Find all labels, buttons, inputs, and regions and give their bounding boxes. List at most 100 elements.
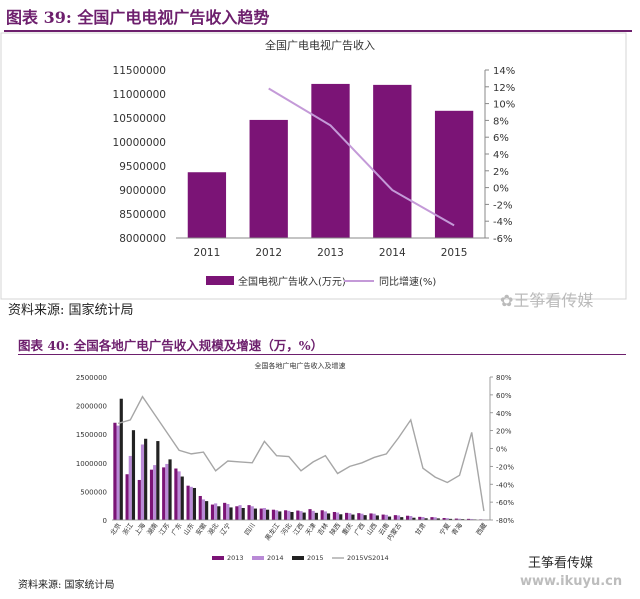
watermark-top: ✿王筝看传媒	[500, 287, 593, 311]
chart2-xtick-label: 广东	[169, 521, 184, 537]
chart2-ytick-label: 0	[103, 517, 107, 525]
chart2-bar-2014	[360, 513, 364, 520]
chart1-y2tick-label: 6%	[493, 133, 509, 144]
chart2-legend-label: 2015	[307, 554, 324, 562]
chart2-xtick-label: 陕西	[327, 521, 342, 537]
chart1-y2tick-label: 2%	[493, 167, 509, 178]
chart2-bar-2013	[308, 509, 312, 520]
chart2-bar-2013	[369, 513, 373, 520]
chart1-ytick-label: 11000000	[113, 89, 166, 101]
chart1-frame	[0, 32, 627, 300]
chart2-xtick-label: 安徽	[193, 521, 208, 537]
chart2-y2tick-label: -60%	[496, 499, 514, 507]
chart2-bar-2015	[168, 459, 172, 520]
chart2-title: 全国各地广电广告收入及增速	[255, 361, 346, 370]
chart2-xtick-label: 重庆	[340, 521, 355, 537]
title-rule-2	[18, 354, 626, 355]
chart2-bar-2014	[421, 517, 425, 520]
chart2-legend-swatch	[252, 556, 264, 560]
chart1-ytick-label: 10000000	[113, 137, 166, 149]
chart2-bar-2015	[302, 512, 306, 520]
chart2-bar-2013	[210, 504, 215, 520]
figure-39-title: 图表 39: 全国广电电视广告收入趋势	[6, 8, 270, 27]
chart2-bar-2014	[311, 510, 315, 520]
chart1-xtick-label: 2015	[441, 247, 468, 259]
chart2-bar-2014	[201, 499, 206, 520]
chart2-bar-2013	[454, 518, 458, 520]
chart1-y2tick-label: -6%	[493, 234, 512, 245]
chart2-bar-2013	[137, 479, 141, 520]
chart2-bar-2014	[287, 510, 291, 520]
chart2-bar-2013	[442, 517, 446, 520]
chart2-bar-2013	[332, 511, 336, 520]
chart2-bar-2014	[238, 505, 242, 520]
chart2-bar-2013	[405, 515, 410, 520]
chart2-legend: 2013 2014 2015 2015VS2014	[212, 554, 389, 562]
chart2-bar-2013	[418, 516, 422, 520]
chart2-legend-label: 2015VS2014	[347, 554, 389, 562]
chart1-title: 全国广电电视广告收入	[265, 38, 375, 52]
chart2-bar-2014	[348, 513, 352, 520]
chart2-bar-2015	[253, 508, 257, 520]
chart1-ytick-label: 9000000	[119, 185, 166, 197]
chart-ad-revenue-trend: 全国广电电视广告收入 11500000 11000000 10500000 10000…	[0, 32, 627, 300]
watermark-bottom-brand: 王筝看传媒	[528, 556, 594, 571]
chart2-legend-swatch	[212, 556, 224, 560]
watermark-bottom: 王筝看传媒	[528, 552, 593, 571]
chart1-xtick-label: 2013	[317, 247, 344, 259]
chart2-legend-label: 2013	[227, 554, 244, 562]
chart2-xtick-label: 湖南	[144, 521, 159, 537]
chart1-y2tick-label: -2%	[493, 200, 512, 211]
chart2-y2tick-label: -40%	[496, 481, 514, 489]
chart2-bar-2014	[189, 486, 193, 520]
chart2-bar-2014	[275, 510, 279, 520]
chart2-bar-2014	[445, 518, 449, 520]
chart2-bar-2015	[156, 441, 160, 520]
chart2-bar-2013	[247, 505, 251, 520]
chart2-bar-2014	[177, 471, 181, 520]
chart2-bar-2014	[457, 518, 462, 520]
chart2-bar-2013	[113, 422, 117, 520]
title-rule	[4, 30, 632, 32]
chart2-bar-2015	[314, 512, 318, 520]
chart2-bar-2013	[259, 508, 263, 520]
chart2-bar-2013	[466, 518, 471, 520]
chart2-y2tick-label: 80%	[496, 374, 512, 382]
chart2-bar-2014	[140, 444, 145, 520]
chart2-bar-2015	[229, 507, 233, 520]
chart2-bar-2013	[296, 510, 300, 520]
chart1-y2tick-label: 12%	[493, 83, 515, 94]
chart2-xtick-label: 辽宁	[218, 521, 233, 537]
chart2-bar-2015	[192, 487, 197, 520]
chart2-xtick-label: 湖北	[205, 521, 220, 537]
chart1-y2tick-label: 10%	[493, 100, 515, 111]
chart1-y2tick-label: 14%	[493, 66, 515, 77]
chart2-xtick-label: 天津	[304, 521, 318, 537]
chart2-bar-2013	[284, 510, 288, 520]
chart1-ytick-label: 9500000	[119, 161, 166, 173]
chart2-xtick-label: 河北	[279, 521, 293, 537]
chart1-legend: 全国电视广告收入(万元) 同比增速(%)	[206, 275, 436, 288]
watermark-url: www.ikuyu.cn	[520, 574, 622, 589]
chart2-ytick-label: 1500000	[76, 431, 107, 439]
chart2-xtick-label: 西藏	[474, 521, 489, 537]
chart2-ytick-label: 2500000	[76, 374, 107, 382]
chart2-bar-2014	[214, 503, 218, 520]
chart2-bar-2013	[357, 513, 361, 520]
chart2-bar-2015	[290, 511, 294, 520]
chart2-bar-2014	[335, 512, 340, 520]
chart2-bar-2014	[299, 511, 303, 520]
chart2-xtick-label: 山西	[364, 521, 379, 537]
chart2-bar-2013	[223, 502, 227, 520]
chart2-ytick-label: 2000000	[76, 403, 107, 411]
chart2-xtick-label: 上海	[132, 521, 147, 537]
chart1-ytick-label: 11500000	[113, 65, 166, 77]
chart1-y2tick-label: 8%	[493, 116, 509, 127]
watermark-top-text: 王筝看传媒	[513, 291, 594, 310]
chart2-bar-2014	[372, 513, 376, 520]
chart2-bar-2013	[393, 515, 397, 520]
chart2-bar-2013	[162, 467, 166, 520]
chart2-bar-2013	[174, 468, 178, 520]
chart2-bar-2014	[165, 463, 169, 520]
chart1-y2tick-label: 4%	[493, 150, 509, 161]
